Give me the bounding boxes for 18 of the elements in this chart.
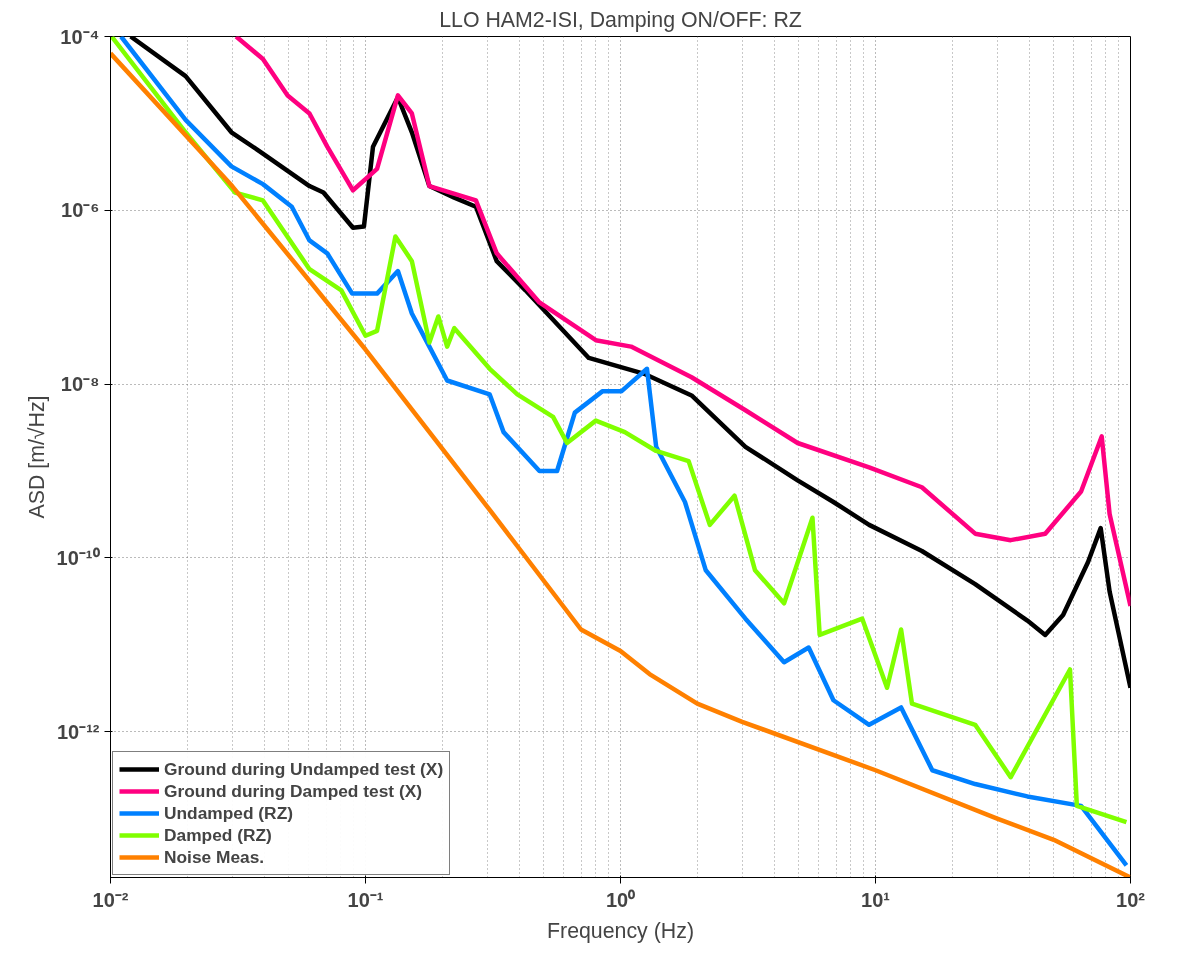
- x-tick-label: 10⁻¹: [347, 888, 384, 911]
- y-tick-label: 10⁻⁸: [60, 373, 100, 396]
- legend-label: Ground during Damped test (X): [164, 780, 422, 802]
- x-tick-label: 10¹: [861, 888, 891, 911]
- x-tick-label: 10⁻²: [92, 888, 129, 911]
- x-tick-label: 10⁰: [605, 888, 636, 911]
- y-tick-label: 10⁻⁴: [60, 25, 100, 48]
- legend-label: Noise Meas.: [164, 846, 265, 868]
- y-axis-title: ASD [m/√Hz]: [24, 395, 49, 519]
- legend-label: Ground during Undamped test (X): [164, 758, 444, 780]
- legend-label: Damped (RZ): [164, 824, 272, 846]
- x-axis-title: Frequency (Hz): [547, 918, 694, 943]
- y-tick-label: 10⁻⁶: [61, 199, 100, 222]
- y-tick-label: 10⁻¹²: [56, 720, 100, 743]
- legend-label: Undamped (RZ): [164, 802, 293, 824]
- y-tick-label: 10⁻¹⁰: [56, 546, 100, 569]
- chart-title: LLO HAM2-ISI, Damping ON/OFF: RZ: [439, 7, 802, 32]
- x-tick-label: 10²: [1116, 888, 1146, 911]
